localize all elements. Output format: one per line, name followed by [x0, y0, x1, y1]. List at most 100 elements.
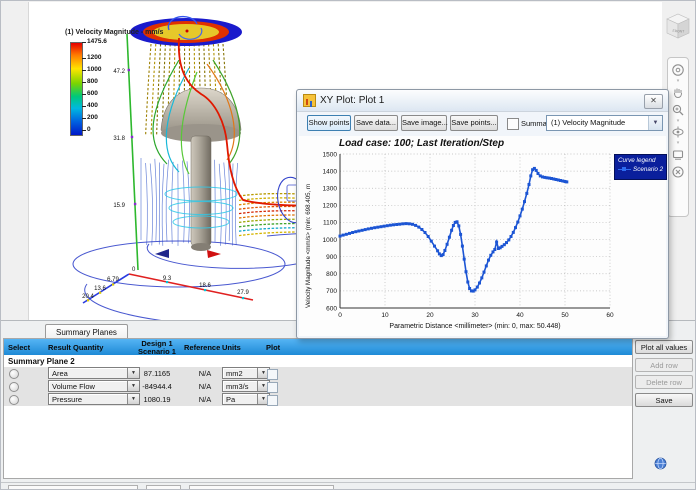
- plot-checkbox[interactable]: [267, 395, 278, 406]
- result-quantity-dropdown-value: (1) Velocity Magnitude: [551, 118, 626, 127]
- xy-plot-window-icon: [303, 94, 316, 107]
- xy-plot-titlebar[interactable]: XY Plot: Plot 1 ✕: [297, 90, 668, 112]
- svg-text:40: 40: [516, 312, 524, 319]
- zoom-menu-chevron[interactable]: ▾: [676, 118, 680, 124]
- chevron-down-icon: ▼: [257, 381, 269, 391]
- plot-all-values-button[interactable]: Plot all values: [635, 340, 693, 354]
- save-points-button[interactable]: Save points...: [450, 115, 498, 131]
- series-marker-icon: [618, 167, 631, 171]
- colorbar-tick-label: 1000: [81, 66, 102, 74]
- result-quantity-dropdown[interactable]: (1) Velocity Magnitude ▼: [546, 115, 663, 131]
- origin-tick: 0: [132, 267, 136, 273]
- plot-checkbox[interactable]: [267, 369, 278, 380]
- scenario-value: 87.1165: [143, 369, 171, 378]
- svg-text:1200: 1200: [323, 203, 338, 210]
- table-row-area: Area ▼ 87.1165 N/A mm2 ▼: [4, 367, 632, 380]
- velocity-colorbar: [70, 42, 83, 136]
- colorbar-tick-label: 1200: [81, 54, 102, 62]
- svg-text:60: 60: [606, 312, 614, 319]
- summary-plane-group-label: Summary Plane 2: [8, 357, 75, 366]
- row-select-radio[interactable]: [9, 395, 19, 405]
- xy-plot-window-title: XY Plot: Plot 1: [320, 95, 385, 106]
- delete-row-button: Delete row: [635, 375, 693, 389]
- close-icon[interactable]: ✕: [644, 94, 663, 109]
- chevron-down-icon: ▼: [127, 368, 139, 378]
- inlet-velocity-disk: [130, 15, 242, 46]
- col-units: Units: [222, 343, 241, 352]
- col-result-quantity: Result Quantity: [48, 343, 104, 352]
- chevron-down-icon: ▼: [127, 381, 139, 391]
- globe-icon[interactable]: [654, 457, 667, 470]
- green-axis-tick-1: 47.2: [113, 69, 125, 75]
- summary-panel: Summary Planes Select Result Quantity De…: [1, 320, 695, 489]
- svg-text:Velocity Magnitude <mm/s> (min: Velocity Magnitude <mm/s> (min: 698.405,…: [305, 184, 312, 308]
- look-at-icon[interactable]: [670, 146, 686, 162]
- navigation-bar: ▾ ▾ ▾: [667, 57, 689, 217]
- steering-wheel-menu-chevron[interactable]: ▾: [676, 78, 680, 84]
- colorbar-tick-label: 800: [82, 78, 98, 86]
- col-design-scenario: Design 1 Scenario 1: [122, 340, 192, 355]
- col-reference: Reference: [184, 343, 221, 352]
- svg-text:700: 700: [326, 288, 337, 295]
- center-fit-icon[interactable]: [670, 164, 686, 180]
- series-name: Scenario 2: [633, 166, 664, 173]
- tab-summary-planes[interactable]: Summary Planes: [45, 324, 128, 340]
- row-select-radio[interactable]: [9, 382, 19, 392]
- orbit-menu-chevron[interactable]: ▾: [676, 140, 680, 146]
- svg-text:1500: 1500: [323, 151, 338, 158]
- quantity-dropdown[interactable]: Area ▼: [48, 367, 140, 379]
- quantity-dropdown[interactable]: Pressure ▼: [48, 393, 140, 405]
- svg-text:1300: 1300: [323, 186, 338, 193]
- summary-checkbox[interactable]: [507, 118, 519, 130]
- scale-axes: 47.2 31.8 15.9 0 9.3 18.6 27.9 6.79 13.6…: [82, 33, 254, 304]
- red-axis-tick-1: 9.3: [163, 276, 172, 282]
- origin-triad-arrows: [155, 249, 221, 258]
- quantity-dropdown-value: Volume Flow: [52, 382, 95, 391]
- units-dropdown[interactable]: mm3/s ▼: [222, 380, 270, 392]
- steering-wheel-icon[interactable]: [670, 62, 686, 78]
- colorbar-tick-label: 0: [82, 126, 91, 133]
- svg-text:1400: 1400: [323, 168, 338, 175]
- blue-axis-tick-1: 6.79: [107, 277, 119, 283]
- colorbar-ticks: 1475.6 1200 1000 800 600 400 200 0: [81, 38, 127, 134]
- col-design-line1: Design 1: [141, 339, 173, 348]
- stem-swirl-rings: [164, 186, 238, 229]
- quantity-dropdown[interactable]: Volume Flow ▼: [48, 380, 140, 392]
- show-points-button[interactable]: Show points: [307, 115, 351, 131]
- chevron-down-icon: ▼: [648, 116, 662, 130]
- units-dropdown[interactable]: Pa ▼: [222, 393, 270, 405]
- chevron-down-icon: ▼: [257, 394, 269, 404]
- units-dropdown[interactable]: mm2 ▼: [222, 367, 270, 379]
- pan-hand-icon[interactable]: [670, 84, 686, 100]
- orbit-icon[interactable]: [670, 124, 686, 140]
- units-dropdown-value: Pa: [226, 395, 236, 404]
- view-cube[interactable]: FRONT: [663, 10, 693, 42]
- save-image-button[interactable]: Save image...: [401, 115, 448, 131]
- summary-table-header: Select Result Quantity Design 1 Scenario…: [4, 339, 632, 355]
- colorbar-tick-label: 600: [82, 90, 98, 98]
- units-dropdown-value: mm3/s: [226, 382, 249, 391]
- colorbar-tick-label: 400: [82, 102, 98, 110]
- reference-value: N/A: [198, 382, 212, 391]
- plot-checkbox[interactable]: [267, 382, 278, 393]
- xy-chart-svg: 0 10 20 30 40 50 60 600 700 800 900 1000 1100 1200 130…: [305, 151, 614, 330]
- save-button[interactable]: Save: [635, 393, 693, 407]
- chart-title: Load case: 100; Last Iteration/Step: [339, 138, 505, 149]
- svg-text:1000: 1000: [323, 237, 338, 244]
- reference-value: N/A: [198, 395, 212, 404]
- docked-panel-stub: [8, 485, 138, 489]
- svg-text:800: 800: [326, 271, 337, 278]
- cap-streamlines: [152, 59, 241, 175]
- blue-axis-tick-3: 20.4: [82, 294, 94, 300]
- xy-plot-window: XY Plot: Plot 1 ✕ Show points Save data.…: [296, 89, 669, 339]
- svg-text:1100: 1100: [323, 220, 337, 227]
- curve-legend-title: Curve legend: [618, 157, 656, 164]
- zoom-magnifier-icon[interactable]: [670, 102, 686, 118]
- save-data-button[interactable]: Save data...: [354, 115, 398, 131]
- view-cube-front-label: FRONT: [672, 29, 684, 34]
- svg-text:20: 20: [426, 312, 434, 319]
- colorbar-tick-label: 1475.6: [82, 38, 107, 45]
- colorbar-title: (1) Velocity Magnitude - mm/s: [65, 29, 164, 36]
- row-select-radio[interactable]: [9, 369, 19, 379]
- red-axis-tick-3: 27.9: [237, 290, 249, 296]
